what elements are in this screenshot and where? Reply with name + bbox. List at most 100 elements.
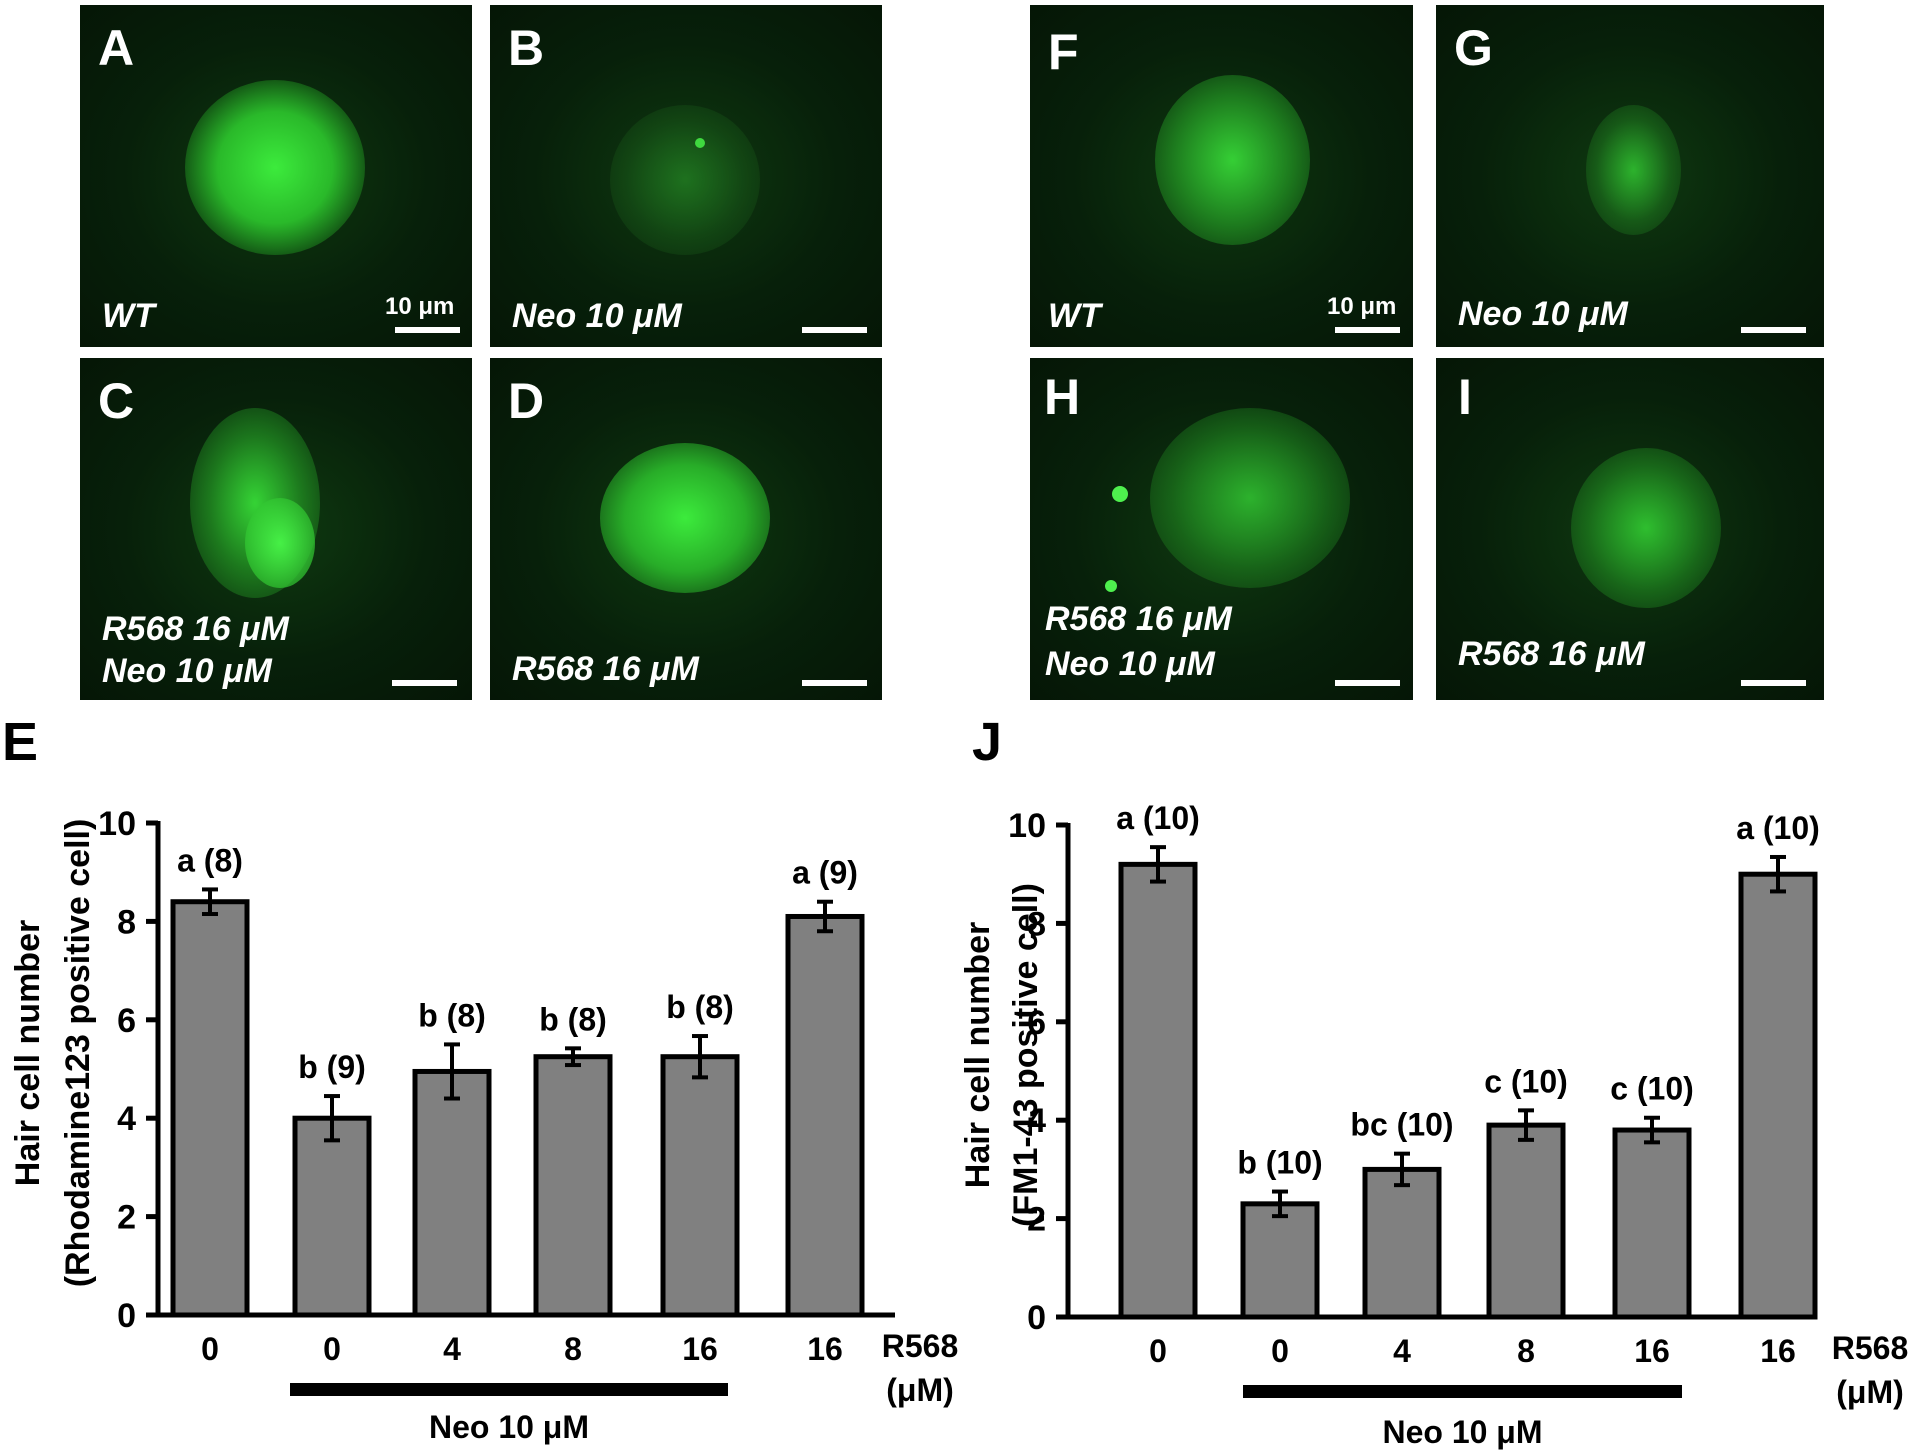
significance-label: b (8) [666, 989, 734, 1025]
micrograph-d: D R568 16 μM [490, 358, 882, 700]
hair-cell-cluster [1155, 75, 1310, 245]
panel-label: D [508, 373, 545, 429]
treatment-bar [290, 1383, 728, 1396]
x-tick-label: 16 [1634, 1333, 1670, 1369]
condition-label: R568 16 μM [512, 650, 699, 688]
y-tick-label: 10 [98, 805, 136, 843]
bar [1240, 1201, 1320, 1320]
panel-label: C [98, 373, 135, 429]
significance-label: b (9) [298, 1049, 366, 1085]
y-tick-label: 6 [1027, 1004, 1046, 1042]
micrograph-a: A WT 10 μm [80, 5, 472, 347]
condition-label: Neo 10 μM [1458, 295, 1628, 333]
y-axis-title: Hair cell number [960, 922, 997, 1188]
significance-label: a (9) [792, 855, 858, 891]
bar [412, 1068, 492, 1318]
significance-label: c (10) [1484, 1063, 1568, 1099]
y-axis-title: (FM1-43 positive cell) [1007, 883, 1045, 1227]
hair-cell-cluster [1150, 408, 1350, 588]
x-tick-label: 0 [1149, 1333, 1167, 1369]
significance-label: a (10) [1116, 800, 1200, 836]
panel-label-j: J [972, 712, 1003, 772]
significance-label: b (10) [1237, 1145, 1322, 1181]
hair-cell-cluster [1586, 105, 1681, 235]
y-tick-label: 8 [1027, 905, 1046, 943]
panel-label: F [1048, 24, 1079, 80]
hair-cell-cluster [610, 105, 760, 255]
x-tick-label: 16 [682, 1331, 718, 1367]
y-tick-label: 8 [117, 903, 136, 941]
bar [1362, 1166, 1442, 1320]
significance-label: a (10) [1736, 810, 1820, 846]
significance-label: b (8) [418, 997, 486, 1033]
bar [660, 1054, 740, 1318]
hair-cell-cluster [600, 443, 770, 593]
x-tick-label: 0 [323, 1331, 341, 1367]
panel-label: H [1044, 369, 1081, 425]
bar [1486, 1122, 1566, 1320]
y-tick-label: 2 [117, 1199, 136, 1237]
bar [1612, 1127, 1692, 1320]
bar [785, 913, 865, 1318]
bar [292, 1115, 372, 1318]
scale-bar [1741, 327, 1806, 333]
condition-label: Neo 10 μM [1045, 645, 1215, 683]
condition-label: Neo 10 μM [102, 652, 272, 690]
y-tick-label: 4 [1027, 1102, 1046, 1140]
condition-label: WT [1048, 297, 1101, 335]
x-tick-label: 8 [564, 1331, 582, 1367]
scale-bar [392, 680, 457, 686]
bar [533, 1054, 613, 1318]
x-tick-label: 16 [1760, 1333, 1796, 1369]
x-tick-label: 16 [807, 1331, 843, 1367]
micrograph-g: G Neo 10 μM [1436, 5, 1824, 347]
scale-bar [1335, 327, 1400, 333]
panel-label: G [1454, 20, 1493, 76]
treatment-bar [1243, 1385, 1682, 1398]
scale-bar [802, 680, 867, 686]
micrograph-i: I R568 16 μM [1436, 358, 1824, 700]
bar [1118, 861, 1198, 1320]
y-axis-title: Hair cell number [9, 920, 47, 1186]
fluorescent-spot [1105, 580, 1117, 592]
significance-label: c (10) [1610, 1071, 1694, 1107]
y-axis-title: (Rhodamine123 positive cell) [59, 819, 97, 1288]
micrograph-f: F WT 10 μm [1030, 5, 1413, 347]
condition-label: R568 16 μM [1458, 635, 1645, 673]
x-tick-label: 0 [1271, 1333, 1289, 1369]
micrograph-b: B Neo 10 μM [490, 5, 882, 347]
y-tick-label: 6 [117, 1002, 136, 1040]
hair-cell [245, 498, 315, 588]
scale-bar [1741, 680, 1806, 686]
x-tick-label: 8 [1517, 1333, 1535, 1369]
y-tick-label: 2 [1027, 1201, 1046, 1239]
significance-label: bc (10) [1350, 1107, 1453, 1143]
scale-bar-text: 10 μm [1327, 293, 1397, 320]
y-tick-label: 0 [117, 1297, 136, 1335]
y-tick-label: 10 [1008, 807, 1046, 845]
bar [1738, 871, 1818, 1320]
treatment-label: Neo 10 μM [429, 1409, 589, 1445]
fluorescent-spot [695, 138, 705, 148]
bar-chart-j: a (10) 0 b (10) 0 bc (10) 4 c (10) 8 c (10) 16 a (… [960, 800, 1909, 1450]
x-axis-label: R568 [1832, 1330, 1909, 1366]
significance-label: a (8) [177, 842, 243, 878]
scale-bar [802, 327, 867, 333]
treatment-label: Neo 10 μM [1382, 1414, 1542, 1450]
x-axis-label: (μM) [1836, 1374, 1904, 1410]
condition-label: R568 16 μM [1045, 600, 1232, 638]
condition-label: R568 16 μM [102, 610, 289, 648]
bar-chart-e: a (8) 0 b (9) 0 b (8) 4 b (8) 8 b (8) 16 a (9) 16 0 2… [9, 805, 959, 1445]
x-tick-label: 0 [201, 1331, 219, 1367]
scale-bar-text: 10 μm [385, 293, 455, 320]
bar [170, 899, 250, 1318]
panel-label: B [508, 20, 545, 76]
x-axis-label: R568 [882, 1328, 959, 1364]
x-axis-label: (μM) [886, 1372, 954, 1408]
fluorescent-spot [1112, 486, 1128, 502]
panel-label-e: E [2, 712, 39, 772]
significance-label: b (8) [539, 1001, 607, 1037]
x-tick-label: 4 [443, 1331, 461, 1367]
panel-label: A [98, 20, 135, 76]
condition-label: WT [102, 297, 155, 335]
